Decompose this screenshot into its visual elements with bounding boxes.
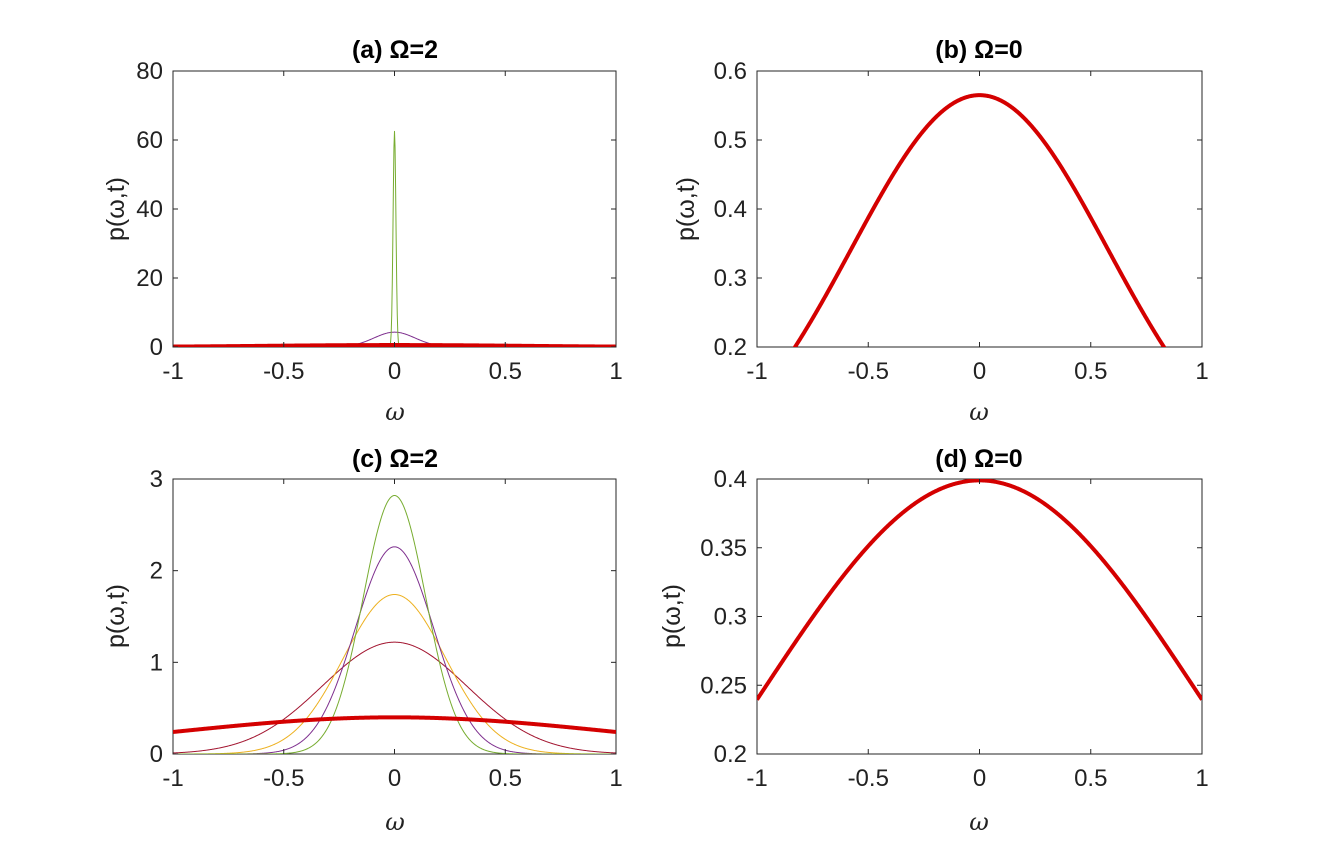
- panel-d: -1 -0.5 0 0.5 1 0.2 0.25 0.3 0.35 0.4 (d) Ω=0 ω p…: [658, 445, 1209, 836]
- panel-a-xtick-label: 1: [609, 358, 622, 385]
- panel-c-tick-layer: -1 -0.5 0 0.5 1 0 1 2 3: [150, 466, 623, 792]
- panel-a-xtick-label: 0: [388, 358, 401, 385]
- panel-a-ytick-label: 80: [136, 58, 163, 85]
- panel-d-ytick-label: 0.35: [700, 535, 747, 562]
- panel-c-xtick-label: 0: [388, 765, 401, 792]
- panel-a-xtick-label: -0.5: [263, 358, 304, 385]
- panel-b-xtick-label: 0: [973, 358, 986, 385]
- panel-c-xtick-label: -1: [162, 765, 183, 792]
- panel-c-series-layer: [173, 495, 616, 754]
- panel-a-ytick-label: 60: [136, 127, 163, 154]
- panel-a-xtick-label: -1: [162, 358, 183, 385]
- panel-d-ytick-label: 0.2: [714, 741, 747, 768]
- panel-c-xlabel: ω: [385, 808, 405, 836]
- panel-c-series-green: [173, 495, 616, 754]
- panel-c-title: (c) Ω=2: [352, 445, 438, 473]
- panel-b-ytick-label: 0.5: [714, 127, 747, 154]
- panel-c-xtick-label: 1: [609, 765, 622, 792]
- panel-a-xtick-label: 0.5: [489, 358, 522, 385]
- panel-c-series-red: [173, 715, 616, 734]
- panel-d-xlabel: ω: [969, 808, 989, 836]
- panel-a-title: (a) Ω=2: [352, 36, 438, 64]
- panel-d-tick-layer: -1 -0.5 0 0.5 1 0.2 0.25 0.3 0.35 0.4: [700, 466, 1208, 792]
- panel-c-series-brown: [173, 641, 616, 754]
- panel-a-series-purple: [173, 331, 616, 347]
- panel-b-xtick-label: -0.5: [848, 358, 889, 385]
- panel-c-xtick-label: -0.5: [263, 765, 304, 792]
- panel-a-series-green: [173, 130, 616, 347]
- panel-b-xlabel: ω: [969, 398, 989, 426]
- panel-b-ytick-label: 0.6: [714, 58, 747, 85]
- panel-d-ytick-label: 0.25: [700, 672, 747, 699]
- panel-c: -1 -0.5 0 0.5 1 0 1 2 3 (c) Ω=2 ω p(ω,t): [102, 445, 623, 836]
- panel-b-series-red: [792, 93, 1167, 347]
- panel-b-tick-layer: -1 -0.5 0 0.5 1 0.2 0.3 0.4 0.5 0.6: [714, 58, 1209, 385]
- panel-d-xtick-label: -0.5: [848, 765, 889, 792]
- panel-b-xtick-label: 0.5: [1074, 358, 1107, 385]
- panel-c-xtick-label: 0.5: [489, 765, 522, 792]
- panel-a: -1 -0.5 0 0.5 1 0 20 40 60 80 (a) Ω=2 ω p(ω,t): [102, 36, 623, 426]
- panel-b-axes: [756, 70, 1203, 348]
- panel-d-xtick-label: -1: [746, 765, 767, 792]
- panel-b-title: (b) Ω=0: [935, 36, 1022, 64]
- panel-c-ytick-label: 1: [150, 649, 163, 676]
- panel-b-ytick-label: 0.2: [714, 334, 747, 361]
- panel-c-axes: [172, 478, 617, 755]
- panel-b-ytick-label: 0.3: [714, 265, 747, 292]
- panel-d-xtick-label: 0: [973, 765, 986, 792]
- panel-b-ylabel: p(ω,t): [672, 177, 700, 241]
- panel-c-series-yellow: [173, 594, 616, 754]
- panel-c-ylabel: p(ω,t): [102, 584, 130, 648]
- panel-c-ytick-label: 0: [150, 741, 163, 768]
- panel-a-ytick-label: 0: [150, 334, 163, 361]
- panel-d-xtick-label: 1: [1195, 765, 1208, 792]
- panel-d-axes: [756, 478, 1203, 755]
- panel-d-title: (d) Ω=0: [935, 445, 1022, 473]
- panel-a-ylabel: p(ω,t): [102, 177, 130, 241]
- panel-c-ytick-label: 2: [150, 558, 163, 585]
- panel-a-ytick-label: 20: [136, 265, 163, 292]
- panel-b-xtick-label: -1: [746, 358, 767, 385]
- panel-a-tick-layer: -1 -0.5 0 0.5 1 0 20 40 60 80: [136, 58, 622, 385]
- panel-d-xtick-label: 0.5: [1074, 765, 1107, 792]
- panel-a-ytick-label: 40: [136, 196, 163, 223]
- panel-b-xtick-label: 1: [1195, 358, 1208, 385]
- panel-a-xlabel: ω: [385, 398, 405, 426]
- panel-d-ytick-label: 0.3: [714, 604, 747, 631]
- panel-c-ytick-label: 3: [150, 466, 163, 493]
- panel-d-ylabel: p(ω,t): [658, 584, 686, 648]
- panel-b-ytick-label: 0.4: [714, 196, 747, 223]
- panel-a-axes: [172, 70, 617, 348]
- panel-b: -1 -0.5 0 0.5 1 0.2 0.3 0.4 0.5 0.6 (b) Ω=0 ω p(ω…: [672, 36, 1209, 426]
- panel-b-series-layer: [792, 93, 1167, 347]
- panel-d-ytick-label: 0.4: [714, 466, 747, 493]
